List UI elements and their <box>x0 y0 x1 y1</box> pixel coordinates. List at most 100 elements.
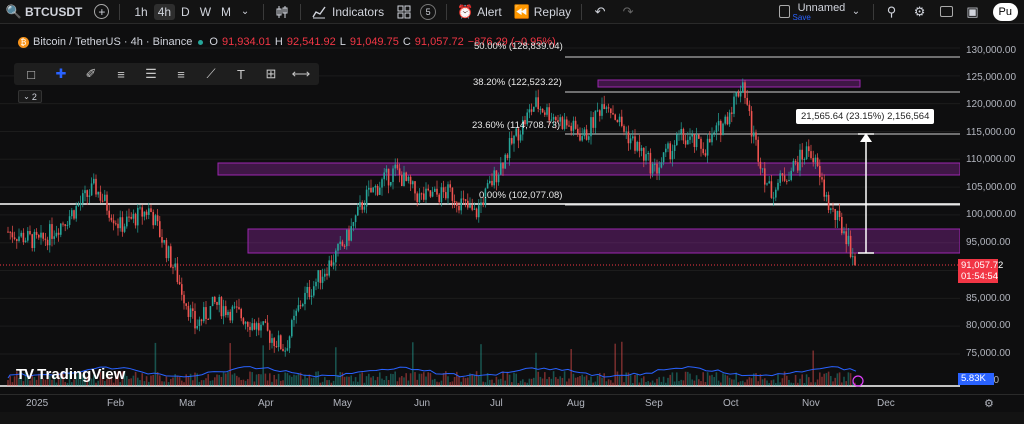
grid-tool-icon[interactable]: ⊞ <box>265 66 277 81</box>
volume-bar <box>519 380 522 386</box>
crosshair-icon[interactable]: ✚ <box>55 66 67 81</box>
time-settings-icon[interactable]: ⚙ <box>984 398 994 410</box>
fib-retracement-icon[interactable]: ☰ <box>145 66 157 81</box>
volume-bar <box>733 379 735 386</box>
candle-body <box>748 104 751 112</box>
candle-body <box>273 338 275 347</box>
tradingview-watermark: TV TradingView <box>16 366 125 383</box>
volume-bar <box>101 378 104 386</box>
quick-search-button[interactable]: ⚲ <box>878 0 906 24</box>
volume-bar <box>293 374 295 386</box>
volume-bar <box>112 382 115 386</box>
candle-body <box>409 176 412 185</box>
timeframe-d[interactable]: D <box>181 4 190 19</box>
layouts-button[interactable]: 5 <box>390 0 442 24</box>
timeframe-m[interactable]: M <box>221 4 232 19</box>
y-tick: 110,000.00 <box>966 154 1016 165</box>
trend-channel-icon[interactable]: ≡ <box>117 66 125 82</box>
volume-bar <box>489 379 491 386</box>
collapse-button[interactable]: ⌄ 2 <box>18 90 42 103</box>
x-tick: Nov <box>802 398 820 409</box>
volume-bar <box>79 377 82 386</box>
timeframe-4h[interactable]: 4h <box>153 3 176 20</box>
fullscreen-button[interactable] <box>934 0 959 24</box>
candle-body <box>742 82 744 93</box>
candle-body <box>60 223 62 235</box>
rectangle-select-icon[interactable]: □ <box>27 66 35 82</box>
volume-bar <box>513 372 515 386</box>
time-axis[interactable]: 2025 Feb Mar Apr May Jun Jul Aug Sep Oct… <box>0 394 1024 412</box>
volume-bar <box>46 377 49 386</box>
candle-body <box>214 296 216 302</box>
indicators-button[interactable]: Indicators <box>305 0 390 24</box>
replay-button[interactable]: ⏪ Replay <box>508 0 577 24</box>
candle-body <box>337 243 339 251</box>
volume-bar <box>770 380 773 386</box>
volume-bar <box>676 372 678 386</box>
candle-body <box>570 125 572 131</box>
publish-button[interactable]: Pu <box>987 0 1024 24</box>
parallel-lines-icon[interactable]: ≡ <box>177 66 185 82</box>
volume-bar <box>698 379 700 386</box>
timeframe-w[interactable]: W <box>199 4 212 19</box>
volume-bar <box>603 373 605 386</box>
candle-body <box>262 321 264 325</box>
candle-body <box>827 194 830 211</box>
volume-bar <box>33 377 36 386</box>
volume-bar <box>304 374 306 386</box>
volume-bar <box>636 373 638 386</box>
candle-body <box>836 210 839 220</box>
settings-button[interactable]: ⚙ <box>906 0 934 24</box>
symbol-label: BTCUSDT <box>25 4 83 19</box>
layout-name-button[interactable]: Unnamed Save ⌄ <box>773 0 869 24</box>
candle-body <box>590 117 592 137</box>
text-tool-icon[interactable]: T <box>237 66 245 82</box>
measure-icon[interactable]: ⟷ <box>291 66 311 81</box>
candle-body <box>561 117 564 129</box>
brush-icon[interactable]: ✐ <box>85 66 97 81</box>
price-axis[interactable]: 130,000.00 125,000.00 120,000.00 115,000… <box>960 26 1024 394</box>
volume-bar <box>51 379 53 386</box>
candle-body <box>625 131 627 133</box>
trend-line-icon[interactable]: ⟋ <box>206 66 216 81</box>
volume-bar <box>374 380 377 386</box>
volume-bar <box>280 380 282 386</box>
redo-button[interactable]: ↷ <box>614 0 642 24</box>
candle-body <box>478 205 480 218</box>
volume-bar <box>687 371 689 386</box>
candle-body <box>27 231 29 241</box>
undo-button[interactable]: ↶ <box>586 0 614 24</box>
volume-bar <box>308 374 311 386</box>
volume-bar <box>423 372 425 386</box>
volume-bar <box>211 380 214 386</box>
snapshot-button[interactable]: ▣ <box>959 0 987 24</box>
volume-bar <box>555 377 557 386</box>
close-label: C <box>402 36 411 48</box>
volume-bar <box>467 377 469 386</box>
timeframe-1h[interactable]: 1h <box>134 4 148 19</box>
chart-type-button[interactable] <box>268 0 296 24</box>
candle-body <box>504 154 506 169</box>
alert-button[interactable]: ⏰ Alert <box>451 0 508 24</box>
volume-bar <box>376 376 379 386</box>
price-chart[interactable] <box>0 26 960 392</box>
candle-body <box>588 136 590 140</box>
volume-bar <box>319 382 322 386</box>
volume-bar <box>29 380 31 386</box>
candle-body <box>75 206 77 219</box>
candle-body <box>161 237 163 243</box>
chevron-down-icon[interactable]: ⌄ <box>240 6 250 17</box>
open-label: O <box>209 36 218 48</box>
volume-bar <box>583 376 586 386</box>
candle-body <box>799 149 801 171</box>
candle-body <box>497 174 500 183</box>
candle-body <box>812 158 814 163</box>
volume-bar <box>715 372 718 386</box>
candle-body <box>834 209 836 220</box>
symbol-search[interactable]: 🔍 BTCUSDT <box>0 0 88 24</box>
add-symbol-button[interactable]: + <box>88 0 115 24</box>
volume-bar <box>379 372 381 386</box>
candle-body <box>605 107 608 109</box>
candle-body <box>726 116 729 125</box>
candle-body <box>416 193 418 203</box>
